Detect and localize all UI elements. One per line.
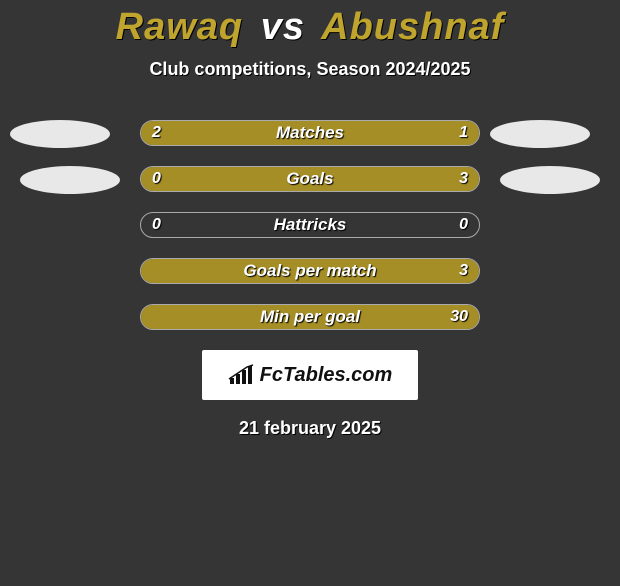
stat-value-right: 3	[459, 258, 468, 284]
team-badge-placeholder	[10, 120, 110, 148]
team-badge-placeholder	[500, 166, 600, 194]
source-logo: FcTables.com	[202, 350, 418, 400]
bar-left-fill	[141, 167, 202, 191]
comparison-title: Rawaq vs Abushnaf	[0, 6, 620, 49]
bar-track	[140, 258, 480, 284]
player1-name: Rawaq	[116, 6, 243, 48]
source-name: FcTables.com	[260, 364, 393, 387]
stat-value-right: 1	[459, 120, 468, 146]
bar-right-fill	[141, 305, 479, 329]
bar-right-fill	[141, 259, 479, 283]
bar-track	[140, 212, 480, 238]
bar-track	[140, 166, 480, 192]
subtitle: Club competitions, Season 2024/2025	[0, 59, 620, 80]
stat-value-left: 2	[152, 120, 161, 146]
bar-left-fill	[141, 121, 364, 145]
stat-value-left: 0	[152, 212, 161, 238]
stat-row: Goals per match3	[0, 258, 620, 284]
bar-right-fill	[202, 167, 479, 191]
stat-chart: Matches21Goals03Hattricks00Goals per mat…	[0, 120, 620, 330]
bar-track	[140, 120, 480, 146]
bar-chart-icon	[228, 364, 254, 386]
team-badge-placeholder	[490, 120, 590, 148]
player2-name: Abushnaf	[321, 6, 504, 48]
stat-row: Hattricks00	[0, 212, 620, 238]
team-badge-placeholder	[20, 166, 120, 194]
stat-value-right: 0	[459, 212, 468, 238]
date-text: 21 february 2025	[0, 418, 620, 439]
stat-value-left: 0	[152, 166, 161, 192]
stat-row: Min per goal30	[0, 304, 620, 330]
bar-track	[140, 304, 480, 330]
stat-value-right: 3	[459, 166, 468, 192]
stat-value-right: 30	[450, 304, 468, 330]
vs-text: vs	[261, 6, 305, 48]
